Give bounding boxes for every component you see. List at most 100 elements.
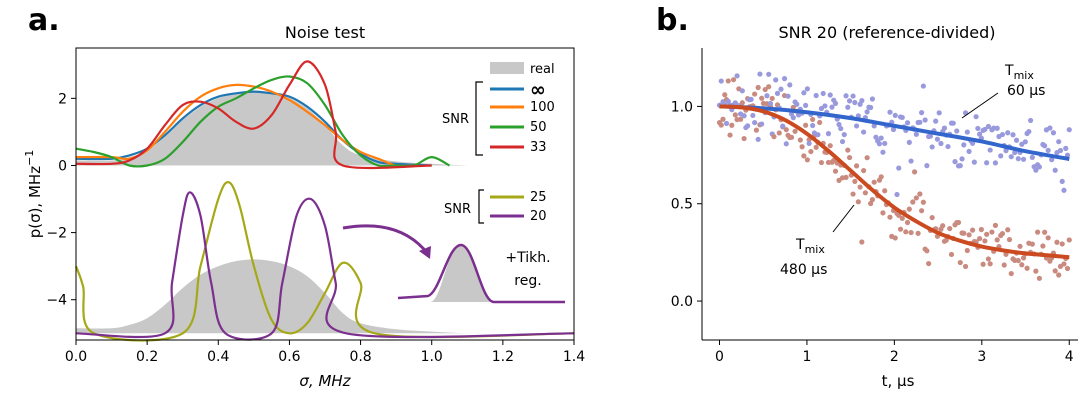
- scatter-point-60: [1010, 132, 1016, 138]
- scatter-point-60: [934, 136, 941, 142]
- scatter-point-60: [832, 100, 839, 106]
- scatter-point-60: [864, 109, 870, 115]
- scatter-point-480: [808, 148, 814, 155]
- scatter-point-60: [783, 141, 789, 147]
- scatter-point-60: [924, 163, 930, 169]
- scatter-point-60: [985, 123, 992, 130]
- scatter-point-60: [1013, 137, 1020, 143]
- scatter-point-480: [1035, 229, 1041, 235]
- scatter-point-60: [1063, 145, 1069, 151]
- scatter-point-480: [940, 223, 946, 229]
- scatter-point-60: [1026, 128, 1032, 135]
- scatter-point-60: [966, 148, 972, 155]
- scatter-point-60: [961, 142, 967, 148]
- scatter-point-60: [859, 98, 865, 104]
- scatter-point-480: [1029, 241, 1035, 247]
- scatter-point-60: [919, 110, 925, 116]
- scatter-point-60: [794, 101, 800, 107]
- scatter-point-60: [869, 96, 876, 102]
- legend-label-25: 25: [530, 190, 547, 205]
- scatter-point-60: [1057, 147, 1064, 154]
- scatter-point-480: [792, 128, 798, 134]
- scatter-point-60: [929, 144, 935, 150]
- annotation-60us: Tmix 60 μs: [961, 63, 1045, 119]
- scatter-point-60: [998, 153, 1004, 159]
- scatter-point-60: [1045, 147, 1051, 153]
- scatter-point-480: [966, 232, 972, 238]
- scatter-point-480: [803, 122, 809, 128]
- series-33-line: [75, 60, 432, 170]
- scatter-point-60: [896, 165, 902, 171]
- legend-swatch-real: [490, 62, 524, 74]
- scatter-point-60: [982, 126, 988, 133]
- scatter-point-480: [864, 155, 870, 161]
- panel-a-ylabel-group: p(σ), MHz−1: [23, 150, 44, 239]
- scatter-point-480: [1052, 268, 1058, 274]
- a-ytick-label: −4: [46, 293, 67, 309]
- scatter-point-60: [723, 120, 730, 127]
- fit-line-480: [719, 104, 1070, 260]
- scatter-point-60: [957, 163, 963, 169]
- scatter-point-480: [929, 214, 935, 221]
- annotation-480-value: 480 μs: [780, 262, 827, 278]
- scatter-point-480: [1005, 227, 1011, 233]
- scatter-point-60: [917, 119, 923, 125]
- legend-label-real: real: [530, 62, 555, 77]
- scatter-point-480: [948, 251, 955, 258]
- scatter-point-480: [987, 261, 993, 267]
- panel-b-plot: [716, 71, 1072, 281]
- scatter-point-60: [913, 131, 919, 137]
- scatter-point-60: [780, 123, 786, 129]
- scatter-point-60: [774, 90, 781, 96]
- scatter-point-480: [776, 130, 782, 136]
- scatter-point-480: [1066, 237, 1072, 243]
- scatter-point-480: [818, 159, 825, 166]
- scatter-point-480: [1061, 261, 1067, 267]
- scatter-point-480: [722, 92, 728, 98]
- panel-b-title: SNR 20 (reference-divided): [778, 23, 995, 42]
- scatter-point-60: [741, 113, 747, 119]
- scatter-point-480: [980, 261, 986, 267]
- annotation-60-label: Tmix: [1004, 63, 1034, 82]
- scatter-point-480: [992, 222, 999, 228]
- b-ytick-label: 0.5: [671, 197, 693, 213]
- scatter-point-480: [926, 260, 932, 267]
- scatter-point-60: [952, 159, 958, 165]
- scatter-point-480: [1006, 236, 1013, 243]
- scatter-point-60: [938, 140, 944, 147]
- series-real-area: [76, 91, 468, 166]
- scatter-point-480: [915, 230, 921, 236]
- scatter-point-60: [959, 156, 965, 162]
- scatter-point-480: [813, 144, 819, 150]
- scatter-point-60: [868, 104, 874, 111]
- scatter-point-480: [882, 188, 888, 194]
- annotation-60-pointer: [961, 92, 999, 119]
- scatter-point-60: [954, 128, 960, 134]
- scatter-point-60: [850, 93, 856, 99]
- scatter-point-480: [727, 132, 733, 138]
- scatter-point-60: [755, 136, 761, 142]
- scatter-point-480: [911, 169, 918, 175]
- scatter-point-480: [994, 237, 1000, 243]
- scatter-point-480: [903, 229, 909, 235]
- scatter-point-60: [752, 119, 758, 126]
- b-xtick-label: 2: [890, 349, 899, 365]
- legend-label-50: 50: [530, 120, 547, 135]
- scatter-point-60: [734, 73, 740, 79]
- scatter-point-60: [904, 120, 911, 126]
- b-xtick-label: 1: [802, 349, 811, 365]
- scatter-point-60: [892, 112, 898, 119]
- scatter-point-60: [806, 140, 812, 147]
- panel-a-x-ticks: 0.0 0.2 0.4 0.6 0.8 1.0 1.2 1.4: [65, 340, 585, 365]
- series-25-line: [74, 181, 575, 342]
- scatter-point-60: [745, 123, 751, 129]
- scatter-point-60: [1049, 157, 1055, 163]
- b-xtick-label: 0: [715, 349, 724, 365]
- scatter-point-480: [732, 112, 738, 118]
- scatter-point-480: [752, 91, 758, 97]
- scatter-point-480: [887, 214, 893, 220]
- scatter-point-60: [836, 121, 842, 128]
- a-xtick-label: 0.8: [349, 349, 371, 365]
- scatter-point-60: [977, 131, 983, 137]
